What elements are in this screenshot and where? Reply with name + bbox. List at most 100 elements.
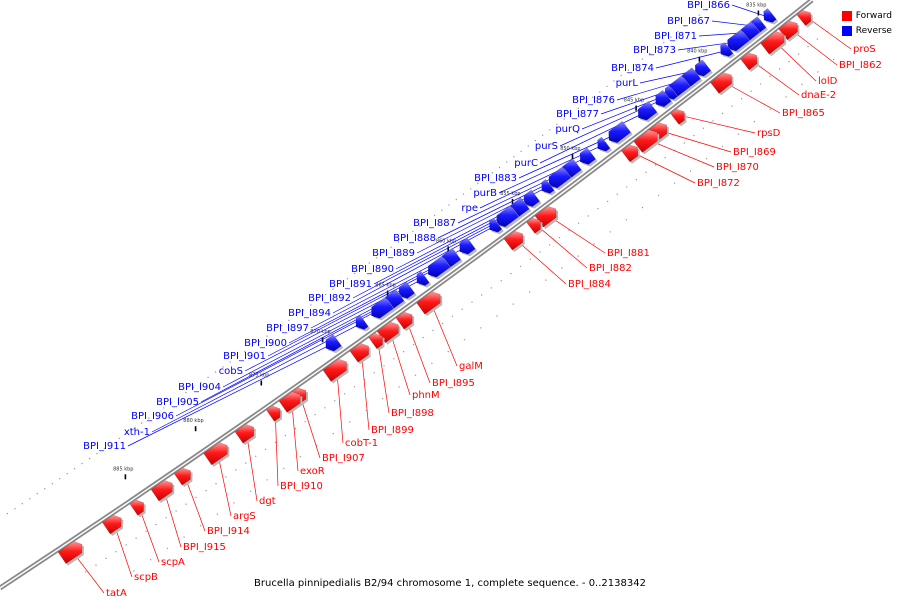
gene-label-purq[interactable]: purQ: [555, 124, 580, 135]
gene-label-bpi-i874[interactable]: BPI_I874: [611, 63, 654, 74]
gene-bpi-i894[interactable]: [489, 217, 503, 233]
gene-scpa[interactable]: [129, 499, 144, 516]
gene-label-bpi-i914[interactable]: BPI_I914: [207, 526, 250, 537]
gene-label-bpi-i901[interactable]: BPI_I901: [223, 351, 266, 362]
gene-label-bpi-i911[interactable]: BPI_I911: [83, 441, 126, 452]
gene-args[interactable]: [203, 442, 228, 466]
gene-bpi-i862[interactable]: [778, 20, 798, 41]
gene-pros[interactable]: [796, 10, 812, 26]
gene-lold[interactable]: [760, 31, 785, 55]
gene-dnae-2[interactable]: [740, 52, 758, 71]
gene-label-bpi-i872[interactable]: BPI_I872: [697, 178, 740, 189]
gene-label-bpi-i900[interactable]: BPI_I900: [244, 338, 287, 349]
gene-bpi-i906[interactable]: [371, 296, 394, 319]
gene-bpi-i890[interactable]: [523, 189, 540, 207]
gene-exor[interactable]: [278, 391, 301, 413]
gene-bpi-i884[interactable]: [503, 230, 524, 251]
gene-xth-1[interactable]: [355, 314, 369, 330]
gene-scpb[interactable]: [101, 514, 122, 535]
gene-label-purb[interactable]: purB: [473, 188, 497, 199]
gene-cobs[interactable]: [416, 270, 430, 286]
gene-bpi-i870[interactable]: [633, 129, 658, 153]
gene-bpi-i904[interactable]: [398, 281, 415, 299]
gene-label-bpi-i873[interactable]: BPI_I873: [633, 45, 676, 56]
gene-label-bpi-i898[interactable]: BPI_I898: [391, 408, 434, 419]
gene-label-bpi-i866[interactable]: BPI_I866: [687, 0, 730, 11]
gene-label-bpi-i870[interactable]: BPI_I870: [716, 162, 759, 173]
gene-purq[interactable]: [664, 85, 678, 100]
gene-label-lold[interactable]: lolD: [818, 76, 838, 87]
gene-label-bpi-i883[interactable]: BPI_I883: [474, 173, 517, 184]
gene-label-bpi-i894[interactable]: BPI_I894: [288, 308, 331, 319]
gene-label-purc[interactable]: purC: [514, 158, 538, 169]
gene-bpi-i898[interactable]: [368, 333, 383, 350]
gene-label-bpi-i895[interactable]: BPI_I895: [432, 378, 475, 389]
gene-bpi-i883[interactable]: [608, 120, 632, 143]
gene-label-bpi-i915[interactable]: BPI_I915: [183, 542, 226, 553]
gene-bpi-i911[interactable]: [325, 334, 342, 352]
gene-label-bpi-i889[interactable]: BPI_I889: [372, 248, 415, 259]
gene-label-bpi-i904[interactable]: BPI_I904: [178, 382, 221, 393]
gene-bpi-i872[interactable]: [621, 144, 639, 163]
gene-bpi-i865[interactable]: [710, 72, 732, 94]
gene-label-bpi-i865[interactable]: BPI_I865: [782, 108, 825, 119]
gene-label-cobs[interactable]: cobS: [219, 366, 243, 377]
gene-label-args[interactable]: argS: [233, 511, 256, 522]
gene-label-rpe[interactable]: rpe: [461, 203, 478, 214]
gene-cobt-1[interactable]: [322, 358, 347, 382]
gene-label-bpi-i881[interactable]: BPI_I881: [607, 248, 650, 259]
gene-label-bpi-i890[interactable]: BPI_I890: [351, 264, 394, 275]
gene-label-bpi-i869[interactable]: BPI_I869: [733, 147, 776, 158]
gene-bpi-i873[interactable]: [727, 29, 750, 52]
gene-label-bpi-i867[interactable]: BPI_I867: [667, 16, 710, 27]
gene-label-bpi-i899[interactable]: BPI_I899: [371, 425, 414, 436]
gene-purs[interactable]: [655, 89, 672, 108]
gene-bpi-i892[interactable]: [496, 205, 520, 228]
gene-label-bpi-i888[interactable]: BPI_I888: [393, 233, 436, 244]
gene-label-bpi-i892[interactable]: BPI_I892: [308, 293, 351, 304]
gene-label-bpi-i905[interactable]: BPI_I905: [156, 397, 199, 408]
gene-label-bpi-i906[interactable]: BPI_I906: [131, 411, 174, 422]
gene-galm[interactable]: [416, 291, 441, 315]
gene-bpi-i895[interactable]: [395, 311, 413, 330]
gene-label-exor[interactable]: exoR: [300, 466, 325, 477]
gene-label-bpi-i877[interactable]: BPI_I877: [556, 109, 599, 120]
gene-bpi-i897[interactable]: [459, 237, 476, 255]
gene-label-pros[interactable]: proS: [853, 44, 876, 55]
gene-bpi-i888[interactable]: [548, 166, 572, 189]
gene-bpi-i915[interactable]: [150, 480, 173, 502]
gene-rpsd[interactable]: [670, 108, 685, 125]
gene-label-bpi-i871[interactable]: BPI_I871: [654, 31, 697, 42]
gene-bpi-i874[interactable]: [720, 42, 734, 57]
gene-bpi-i910[interactable]: [265, 405, 281, 422]
gene-bpi-i901[interactable]: [427, 255, 451, 278]
gene-label-phnm[interactable]: phnM: [412, 390, 440, 401]
gene-label-bpi-i884[interactable]: BPI_I884: [568, 279, 611, 290]
gene-label-bpi-i910[interactable]: BPI_I910: [280, 481, 323, 492]
gene-label-purs[interactable]: purS: [535, 141, 558, 152]
gene-label-galm[interactable]: galM: [459, 361, 483, 372]
gene-label-rpsd[interactable]: rpsD: [757, 128, 781, 139]
gene-bpi-i914[interactable]: [173, 467, 191, 486]
gene-bpi-i889[interactable]: [541, 178, 555, 194]
gene-label-bpi-i887[interactable]: BPI_I887: [413, 218, 456, 229]
gene-label-scpa[interactable]: scpA: [161, 557, 185, 568]
gene-label-bpi-i876[interactable]: BPI_I876: [572, 95, 615, 106]
gene-rpe[interactable]: [579, 147, 596, 165]
gene-bpi-i866[interactable]: [763, 8, 777, 23]
gene-label-cobt-1[interactable]: cobT-1: [345, 438, 378, 449]
gene-bpi-i899[interactable]: [349, 343, 369, 363]
gene-label-tata[interactable]: tatA: [106, 588, 127, 599]
gene-label-dnae-2[interactable]: dnaE-2: [801, 90, 836, 101]
gene-label-xth-1[interactable]: xth-1: [124, 427, 150, 438]
gene-bpi-i882[interactable]: [526, 217, 541, 234]
gene-purb[interactable]: [597, 136, 611, 152]
gene-label-bpi-i882[interactable]: BPI_I882: [589, 263, 632, 274]
gene-label-purl[interactable]: purL: [616, 78, 639, 89]
gene-purl[interactable]: [694, 59, 712, 77]
gene-purc[interactable]: [637, 100, 658, 121]
gene-label-bpi-i891[interactable]: BPI_I891: [329, 279, 372, 290]
gene-label-bpi-i907[interactable]: BPI_I907: [322, 453, 365, 464]
gene-label-scpb[interactable]: scpB: [134, 572, 158, 583]
gene-label-bpi-i862[interactable]: BPI_I862: [839, 60, 882, 71]
